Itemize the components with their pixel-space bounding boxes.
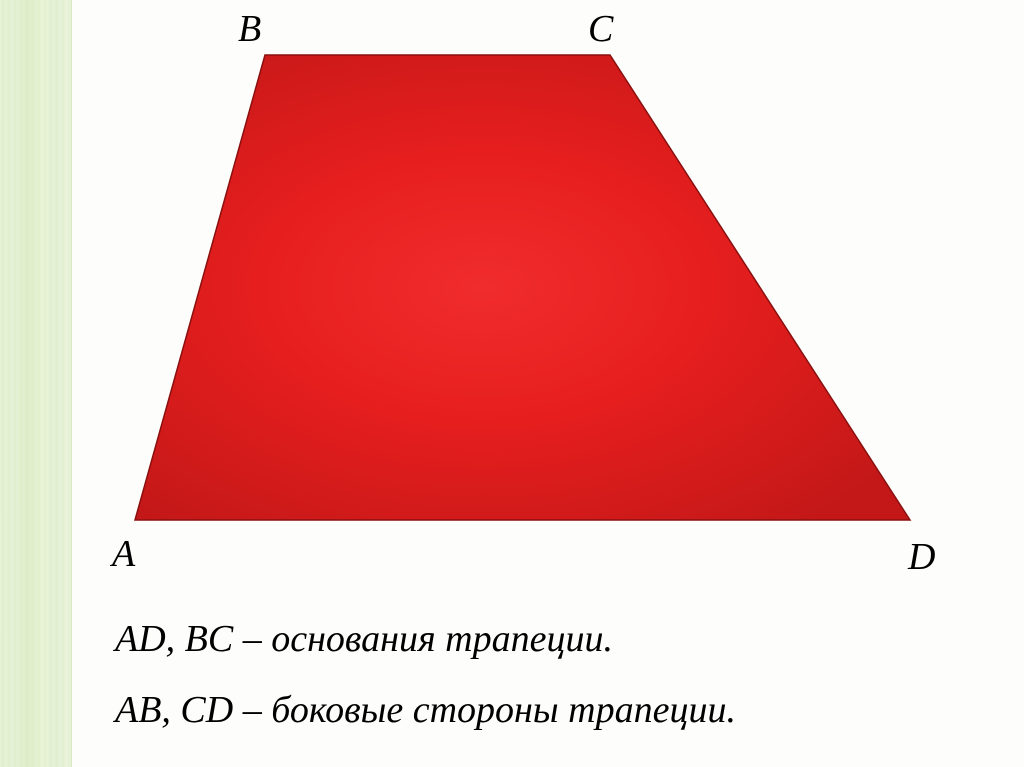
trapezoid-shape bbox=[90, 10, 960, 590]
trapezoid-diagram: B C A D bbox=[90, 10, 960, 590]
decorative-left-border bbox=[0, 0, 72, 767]
vertex-label-b: B bbox=[238, 7, 261, 51]
caption-block: AD, BC – основания трапеции. AB, CD – бо… bbox=[115, 615, 965, 758]
caption-bases: AD, BC – основания трапеции. bbox=[115, 615, 965, 664]
caption-sides: AB, CD – боковые стороны трапеции. bbox=[115, 686, 965, 735]
vertex-label-d: D bbox=[908, 535, 935, 579]
vertex-label-a: A bbox=[112, 532, 135, 576]
vertex-label-c: C bbox=[588, 7, 613, 51]
